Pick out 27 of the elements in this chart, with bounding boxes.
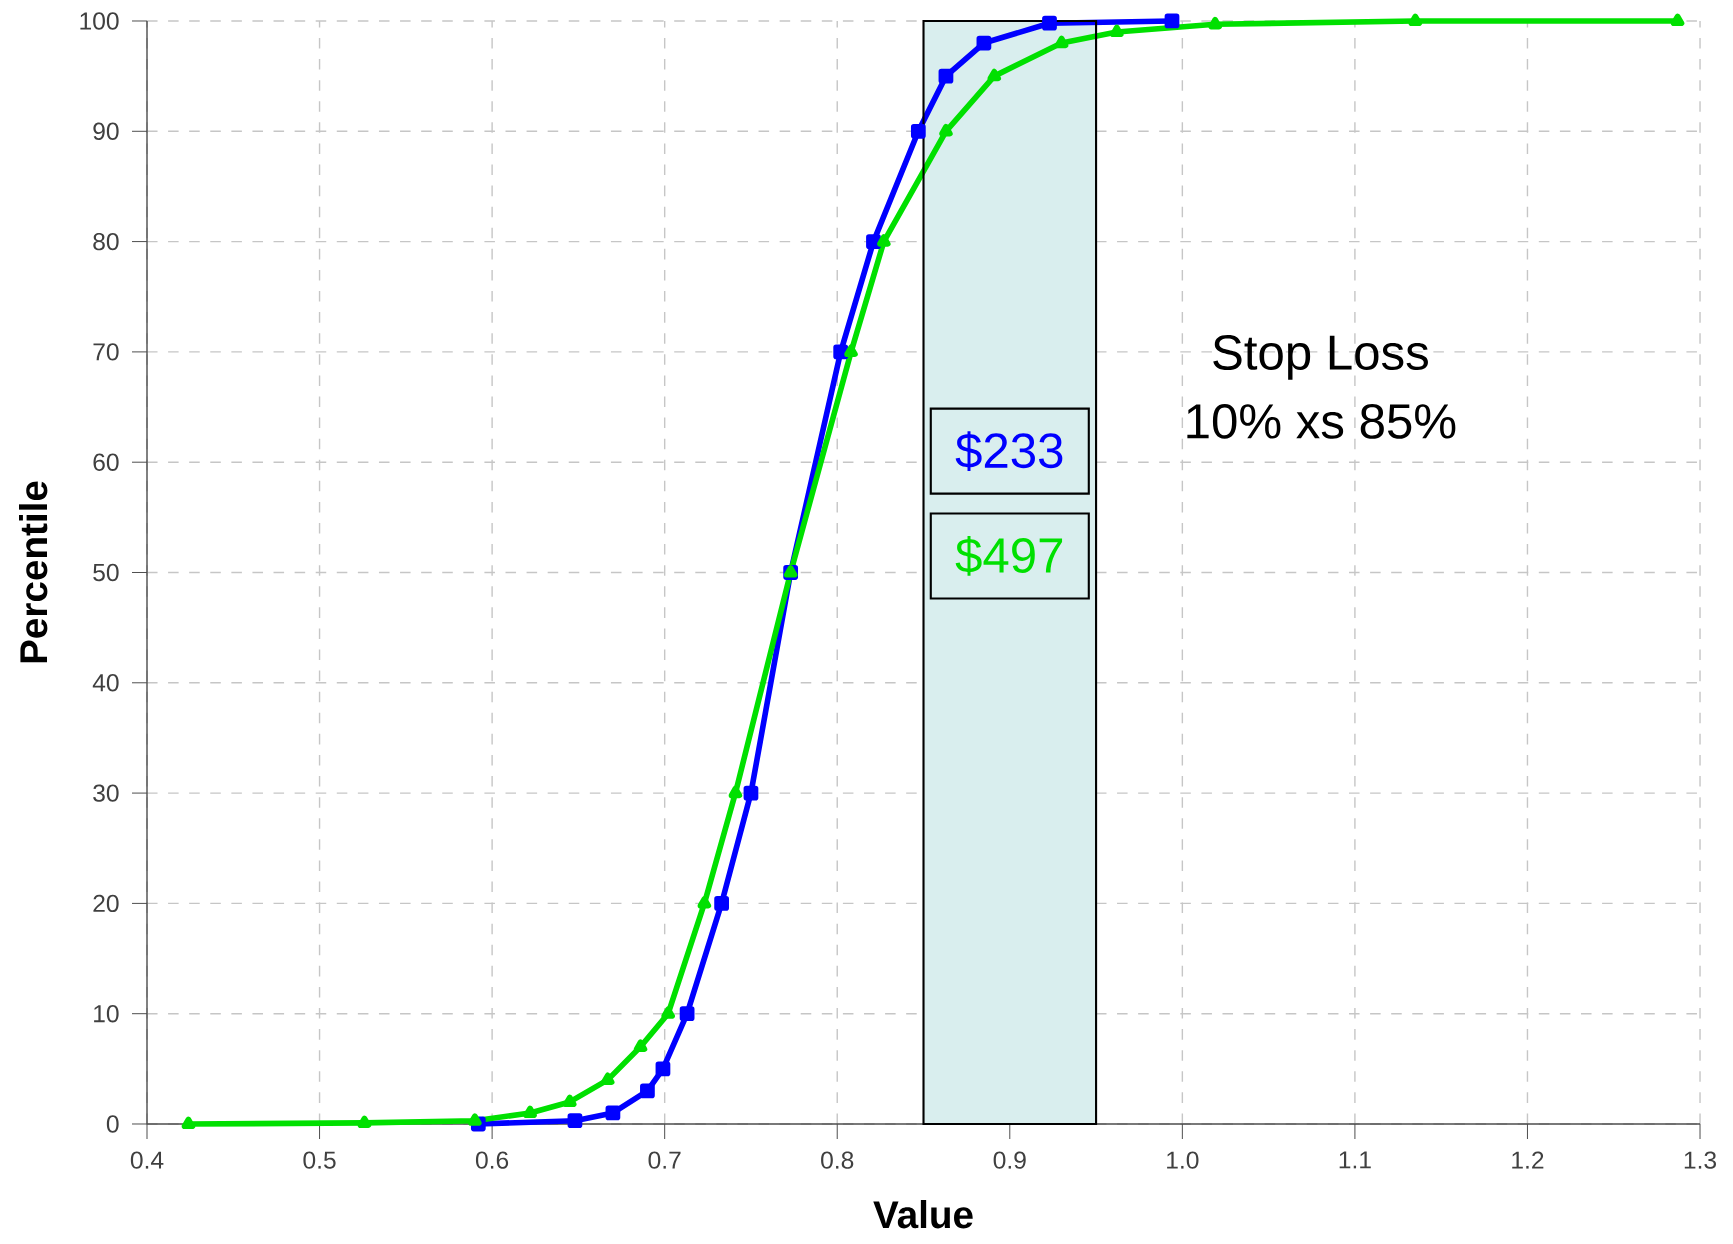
y-tick-label: 60 [93,453,119,471]
x-tick-label: 0.9 [993,1151,1026,1169]
y-tick-label: 50 [93,563,119,582]
y-tick-label: 40 [92,674,119,692]
y-tick-label: 20 [93,894,119,913]
y-tick-label: 10 [94,1005,119,1023]
x-tick-label: 1.1 [1339,1151,1371,1169]
x-tick-label: 1.0 [1167,1151,1199,1169]
x-axis-title: Value [873,1200,973,1229]
x-tick-label: 0.7 [648,1151,681,1169]
annotation: $497 [955,536,1063,576]
annotation: $233 [955,431,1063,472]
x-tick-label: 1.3 [1684,1151,1717,1169]
y-tick-label: 70 [93,343,119,361]
x-tick-label: 0.8 [821,1151,854,1169]
y-axis-title: Percentile [19,481,48,663]
y-tick-label: 100 [80,12,119,30]
x-tick-label: 0.4 [130,1151,164,1169]
annotation: Stop Loss [1213,335,1428,380]
y-tick-label: 90 [93,122,119,140]
y-tick-label: 80 [93,232,119,251]
y-tick-label: 30 [93,784,119,802]
x-tick-label: 0.5 [303,1151,336,1169]
annotation: 10% xs 85% [1187,403,1456,439]
x-tick-label: 1.2 [1512,1151,1544,1169]
x-tick-label: 0.6 [475,1151,509,1169]
y-tick-label: 0 [106,1115,119,1133]
